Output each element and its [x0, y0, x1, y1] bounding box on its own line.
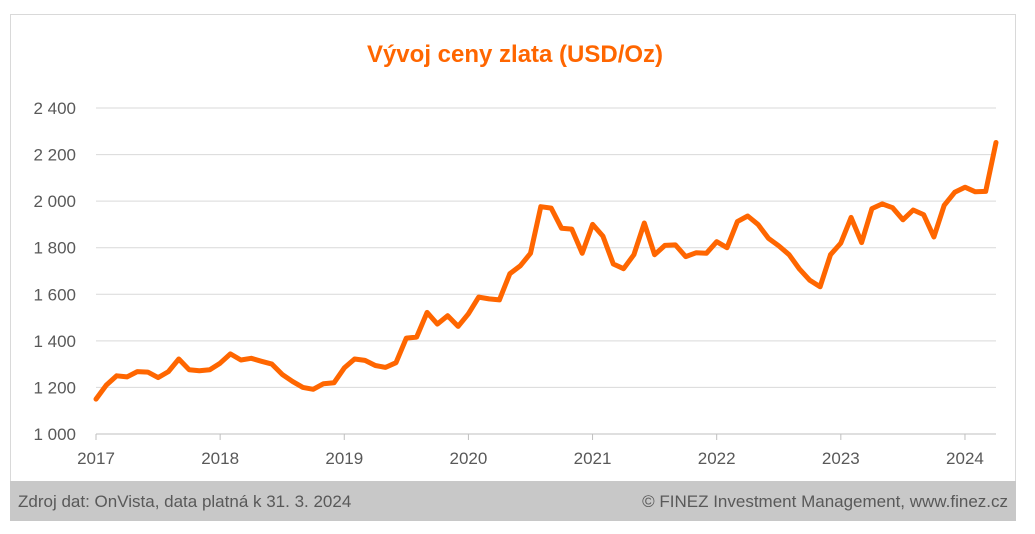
- y-tick-label: 1 800: [33, 239, 76, 258]
- y-axis-ticks: 1 000 1 200 1 400 1 600 1 800 2 000 2 200 2 400: [33, 99, 76, 444]
- footer-bar: Zdroj dat: OnVista, data platná k 31. 3.…: [10, 481, 1016, 521]
- y-tick-label: 1 600: [33, 285, 76, 304]
- x-tick-label: 2023: [822, 449, 860, 468]
- y-tick-label: 1 200: [33, 378, 76, 397]
- series-line-gold-price: [93, 140, 999, 402]
- data-source-note: Zdroj dat: OnVista, data platná k 31. 3.…: [18, 492, 352, 511]
- x-tick-label: 2018: [201, 449, 239, 468]
- x-tick-label: 2022: [698, 449, 736, 468]
- y-tick-label: 2 200: [33, 146, 76, 165]
- x-tick-label: 2020: [449, 449, 487, 468]
- x-tick-label: 2024: [946, 449, 984, 468]
- x-axis: 2017 2018 2019 2020 2021 2022 2023 2024: [77, 433, 996, 468]
- series-layer: [93, 140, 999, 402]
- chart-title: Vývoj ceny zlata (USD/Oz): [367, 41, 663, 68]
- y-tick-label: 1 400: [33, 332, 76, 351]
- gridlines: [96, 107, 996, 388]
- x-tick-label: 2017: [77, 449, 115, 468]
- copyright-note: © FINEZ Investment Management, www.finez…: [642, 492, 1008, 511]
- y-tick-label: 2 400: [33, 99, 76, 118]
- chart-frame: [10, 14, 1016, 520]
- x-tick-label: 2021: [574, 449, 612, 468]
- x-tick-label: 2019: [325, 449, 363, 468]
- y-tick-label: 1 000: [33, 425, 76, 444]
- y-tick-label: 2 000: [33, 192, 76, 211]
